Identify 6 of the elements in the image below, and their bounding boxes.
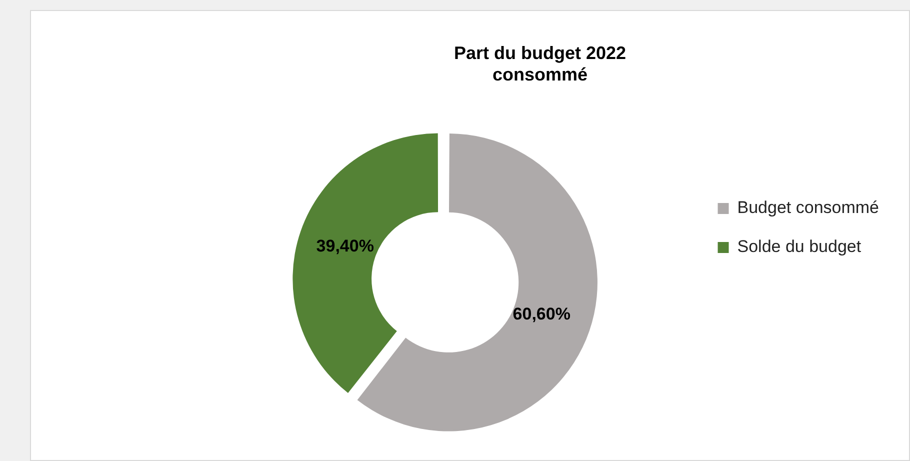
data-label: 39,40% xyxy=(316,236,374,256)
legend-label: Budget consommé xyxy=(737,198,880,218)
data-label: 60,60% xyxy=(512,304,570,324)
text: consommé xyxy=(492,64,588,84)
legend-label: Solde du budget xyxy=(737,237,862,256)
text: Part du budget 2022 xyxy=(454,42,626,63)
